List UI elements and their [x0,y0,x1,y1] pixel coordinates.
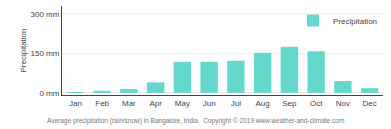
svg-text:150 mm: 150 mm [30,49,59,58]
svg-text:Dec: Dec [363,99,377,108]
svg-text:Jul: Jul [231,99,241,108]
svg-text:Precipitation: Precipitation [19,28,28,72]
svg-text:Sep: Sep [282,99,297,108]
svg-text:Mar: Mar [122,99,136,108]
svg-text:Nov: Nov [336,99,350,108]
svg-text:Aug: Aug [256,99,270,108]
svg-text:Precipitation: Precipitation [333,17,377,26]
svg-text:May: May [175,99,190,108]
svg-text:Jun: Jun [203,99,216,108]
svg-text:Jan: Jan [69,99,82,108]
svg-text:Oct: Oct [310,99,323,108]
svg-text:0 mm: 0 mm [39,89,59,98]
svg-text:Average precipitation (rain/sn: Average precipitation (rain/snow) in Ban… [47,117,344,125]
svg-text:Feb: Feb [95,99,109,108]
svg-text:300 mm: 300 mm [30,10,59,19]
svg-text:Apr: Apr [149,99,162,108]
